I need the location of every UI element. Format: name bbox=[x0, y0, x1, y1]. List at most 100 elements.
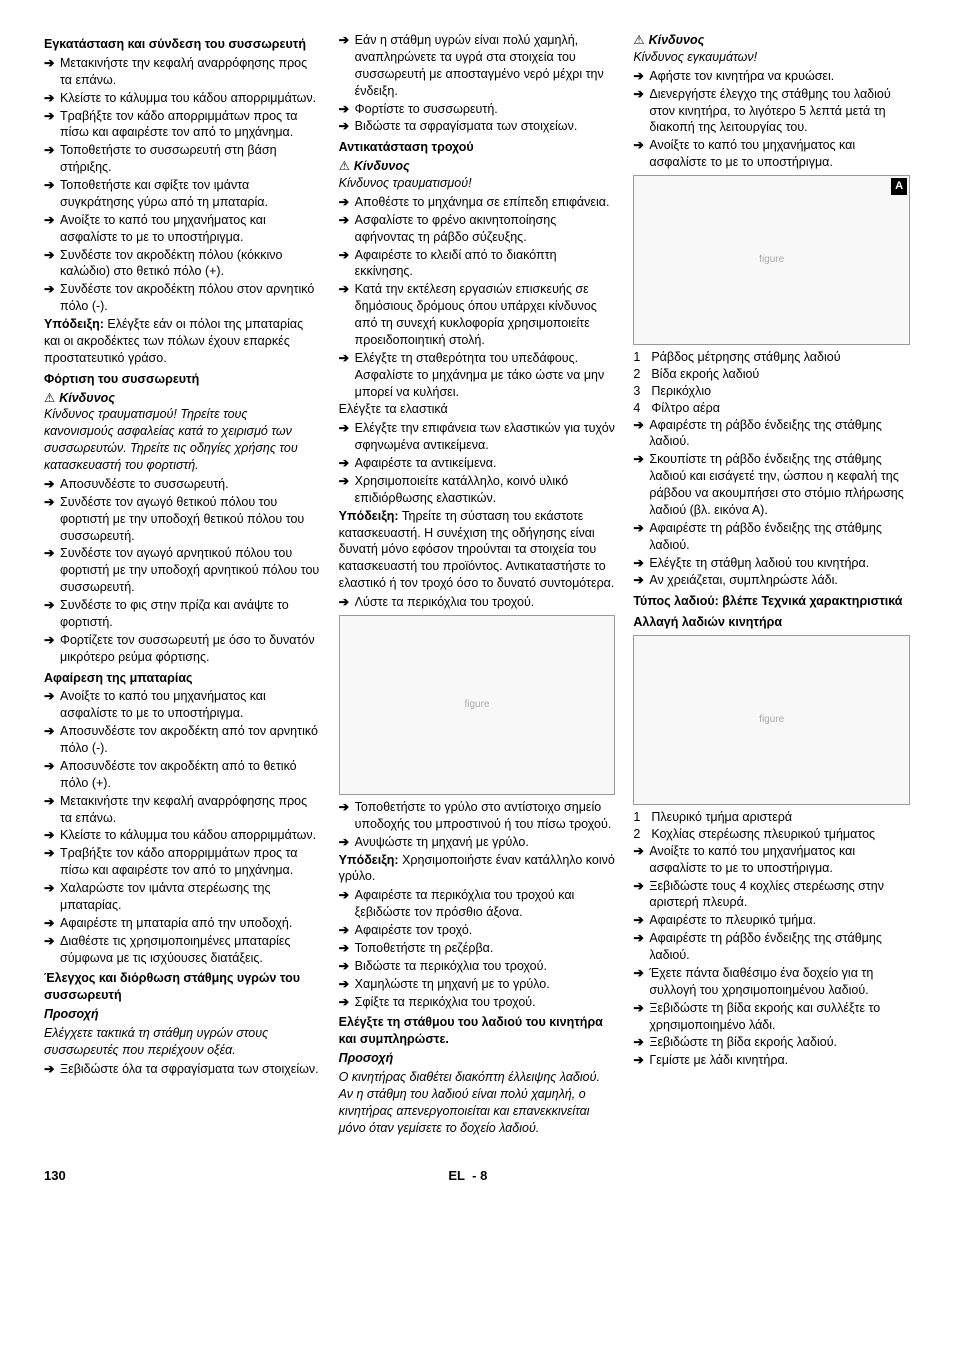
list-item: ➔Φορτίστε το συσσωρευτή. bbox=[339, 101, 616, 118]
heading: Έλεγχος και διόρθωση στάθμης υγρών του σ… bbox=[44, 970, 321, 1004]
list-item-text: Αποσυνδέστε τον ακροδέκτη από το θετικό … bbox=[60, 758, 321, 792]
list-item: ➔Ανοίξτε το καπό του μηχανήματος και ασφ… bbox=[44, 688, 321, 722]
arrow-icon: ➔ bbox=[339, 594, 355, 611]
list-item-text: Συνδέστε τον ακροδέκτη πόλου στον αρνητι… bbox=[60, 281, 321, 315]
list-item: ➔Συνδέστε τον ακροδέκτη πόλου (κόκκινο κ… bbox=[44, 247, 321, 281]
note: Υπόδειξη: Ελέγξτε εάν οι πόλοι της μπατα… bbox=[44, 316, 321, 367]
figure-placeholder: figure bbox=[633, 635, 910, 805]
arrow-icon: ➔ bbox=[339, 473, 355, 507]
list-item: ➔Ξεβιδώστε τη βίδα εκροής και συλλέξτε τ… bbox=[633, 1000, 910, 1034]
arrow-icon: ➔ bbox=[44, 933, 60, 967]
list-item: ➔Τραβήξτε τον κάδο απορριμμάτων προς τα … bbox=[44, 845, 321, 879]
legend-text: Κοχλίας στερέωσης πλευρικού τμήματος bbox=[651, 826, 875, 843]
numbered-list: 1Ράβδος μέτρησης στάθμης λαδιού2Βίδα εκρ… bbox=[633, 349, 910, 417]
legend-number: 1 bbox=[633, 349, 651, 366]
arrow-icon: ➔ bbox=[44, 90, 60, 107]
list-item: ➔Γεμίστε με λάδι κινητήρα. bbox=[633, 1052, 910, 1069]
legend-number: 4 bbox=[633, 400, 651, 417]
list-item: ➔Βιδώστε τα περικόχλια του τροχού. bbox=[339, 958, 616, 975]
list-item: ➔Τραβήξτε τον κάδο απορριμμάτων προς τα … bbox=[44, 108, 321, 142]
list-item: ➔Ελέγξτε την επιφάνεια των ελαστικών για… bbox=[339, 420, 616, 454]
paragraph: Ελέγξτε τα ελαστικά bbox=[339, 401, 616, 418]
arrow-icon: ➔ bbox=[633, 137, 649, 171]
warning-icon: ⚠ bbox=[44, 390, 55, 407]
italic-note: Κίνδυνος τραυματισμού! Τηρείτε τους κανο… bbox=[44, 406, 321, 474]
list-item-text: Κατά την εκτέλεση εργασιών επισκευής σε … bbox=[355, 281, 616, 349]
danger-label: ⚠Κίνδυνος bbox=[633, 32, 910, 49]
list-item: ➔Βιδώστε τα σφραγίσματα των στοιχείων. bbox=[339, 118, 616, 135]
list-item-text: Τραβήξτε τον κάδο απορριμμάτων προς τα π… bbox=[60, 845, 321, 879]
list-item-text: Ασφαλίστε το φρένο ακινητοποίησης αφήνον… bbox=[355, 212, 616, 246]
numbered-list: 1Πλευρικό τμήμα αριστερά2Κοχλίας στερέωσ… bbox=[633, 809, 910, 843]
arrow-icon: ➔ bbox=[633, 1034, 649, 1051]
legend-text: Περικόχλιο bbox=[651, 383, 711, 400]
list-item: ➔Αν χρειάζεται, συμπληρώστε λάδι. bbox=[633, 572, 910, 589]
arrow-icon: ➔ bbox=[339, 958, 355, 975]
list-item-text: Φορτίστε το συσσωρευτή. bbox=[355, 101, 616, 118]
arrow-icon: ➔ bbox=[339, 834, 355, 851]
arrow-icon: ➔ bbox=[633, 1052, 649, 1069]
bullet-list: ➔ Ανοίξτε το καπό του μηχανήματος και ασφ… bbox=[633, 843, 910, 1069]
figure-label: A bbox=[891, 178, 907, 195]
arrow-icon: ➔ bbox=[44, 723, 60, 757]
list-item-text: Ξεβιδώστε τη βίδα εκροής λαδιού. bbox=[649, 1034, 910, 1051]
bullet-list: ➔Εάν η στάθμη υγρών είναι πολύ χαμηλή, α… bbox=[339, 32, 616, 135]
heading: Φόρτιση του συσσωρευτή bbox=[44, 371, 321, 388]
legend-text: Ράβδος μέτρησης στάθμης λαδιού bbox=[651, 349, 840, 366]
list-item: ➔Κατά την εκτέλεση εργασιών επισκευής σε… bbox=[339, 281, 616, 349]
list-item-text: Τραβήξτε τον κάδο απορριμμάτων προς τα π… bbox=[60, 108, 321, 142]
list-item-text: Ανοίξτε το καπό του μηχανήματος και ασφα… bbox=[649, 843, 910, 877]
caution-label: Προσοχή bbox=[339, 1050, 616, 1067]
list-item: ➔Ξεβιδώστε τη βίδα εκροής λαδιού. bbox=[633, 1034, 910, 1051]
arrow-icon: ➔ bbox=[339, 101, 355, 118]
arrow-icon: ➔ bbox=[44, 880, 60, 914]
list-item-text: Διενεργήστε έλεγχο της στάθμης του λαδιο… bbox=[649, 86, 910, 137]
list-item: ➔Ξεβιδώστε όλα τα σφραγίσματα των στοιχε… bbox=[44, 1061, 321, 1078]
list-item-text: Ελέγξτε τη σταθερότητα του υπεδάφους. Ασ… bbox=[355, 350, 616, 401]
legend-item: 4Φίλτρο αέρα bbox=[633, 400, 910, 417]
caution-label: Προσοχή bbox=[44, 1006, 321, 1023]
arrow-icon: ➔ bbox=[44, 793, 60, 827]
arrow-icon: ➔ bbox=[44, 247, 60, 281]
list-item-text: Ανοίξτε το καπό του μηχανήματος και ασφα… bbox=[60, 212, 321, 246]
list-item-text: Φορτίζετε τον συσσωρευτή με όσο το δυνατ… bbox=[60, 632, 321, 666]
list-item: ➔Ανοίξτε το καπό του μηχανήματος και ασφ… bbox=[44, 212, 321, 246]
list-item-text: Μετακινήστε την κεφαλή αναρρόφησης προς … bbox=[60, 55, 321, 89]
list-item-text: Εάν η στάθμη υγρών είναι πολύ χαμηλή, αν… bbox=[355, 32, 616, 100]
bullet-list: ➔Ανοίξτε το καπό του μηχανήματος και ασφ… bbox=[44, 688, 321, 966]
bullet-list: ➔Μετακινήστε την κεφαλή αναρρόφησης προς… bbox=[44, 55, 321, 315]
legend-text: Φίλτρο αέρα bbox=[651, 400, 720, 417]
legend-item: 3Περικόχλιο bbox=[633, 383, 910, 400]
arrow-icon: ➔ bbox=[44, 845, 60, 879]
list-item-text: Σκουπίστε τη ράβδο ένδειξης της στάθμης … bbox=[649, 451, 910, 519]
list-item: ➔Συνδέστε τον ακροδέκτη πόλου στον αρνητ… bbox=[44, 281, 321, 315]
list-item-text: Κλείστε το κάλυμμα του κάδου απορριμμάτω… bbox=[60, 90, 321, 107]
list-item: ➔Διαθέστε τις χρησιμοποιημένες μπαταρίες… bbox=[44, 933, 321, 967]
legend-item: 1Ράβδος μέτρησης στάθμης λαδιού bbox=[633, 349, 910, 366]
note: Υπόδειξη: Τηρείτε τη σύσταση του εκάστοτ… bbox=[339, 508, 616, 592]
list-item: ➔Σφίξτε τα περικόχλια του τροχού. bbox=[339, 994, 616, 1011]
bullet-list: ➔Αφαιρέστε τη ράβδο ένδειξης της στάθμης… bbox=[633, 417, 910, 590]
bullet-list: ➔Αποσυνδέστε το συσσωρευτή.➔Συνδέστε τον… bbox=[44, 476, 321, 666]
bullet-list: ➔Αφαιρέστε τα περικόχλια του τροχού και … bbox=[339, 887, 616, 1010]
list-item-text: Βιδώστε τα σφραγίσματα των στοιχείων. bbox=[355, 118, 616, 135]
list-item: ➔Ανοίξτε το καπό του μηχανήματος και ασφ… bbox=[633, 843, 910, 877]
list-item-text: Χρησιμοποιείτε κατάλληλο, κοινό υλικό επ… bbox=[355, 473, 616, 507]
list-item-text: Συνδέστε το φις στην πρίζα και ανάψτε το… bbox=[60, 597, 321, 631]
list-item-text: Τοποθετήστε το γρύλο στο αντίστοιχο σημε… bbox=[355, 799, 616, 833]
arrow-icon: ➔ bbox=[44, 597, 60, 631]
arrow-icon: ➔ bbox=[339, 976, 355, 993]
list-item-text: Ελέγξτε τη στάθμη λαδιού του κινητήρα. bbox=[649, 555, 910, 572]
list-item-text: Αφαιρέστε τη ράβδο ένδειξης της στάθμης … bbox=[649, 520, 910, 554]
list-item: ➔Ασφαλίστε το φρένο ακινητοποίησης αφήνο… bbox=[339, 212, 616, 246]
list-item: ➔Αποσυνδέστε το συσσωρευτή. bbox=[44, 476, 321, 493]
list-item-text: Συνδέστε τον ακροδέκτη πόλου (κόκκινο κα… bbox=[60, 247, 321, 281]
bullet-list: ➔Αποθέστε το μηχάνημα σε επίπεδη επιφάνε… bbox=[339, 194, 616, 401]
arrow-icon: ➔ bbox=[633, 965, 649, 999]
list-item: ➔Σκουπίστε τη ράβδο ένδειξης της στάθμης… bbox=[633, 451, 910, 519]
arrow-icon: ➔ bbox=[44, 476, 60, 493]
list-item: ➔Χαλαρώστε τον ιμάντα στερέωσης της μπατ… bbox=[44, 880, 321, 914]
heading: Εγκατάσταση και σύνδεση του συσσωρευτή bbox=[44, 36, 321, 53]
list-item: ➔Αφαιρέστε τη μπαταρία από την υποδοχή. bbox=[44, 915, 321, 932]
list-item: ➔Αφαιρέστε τα περικόχλια του τροχού και … bbox=[339, 887, 616, 921]
